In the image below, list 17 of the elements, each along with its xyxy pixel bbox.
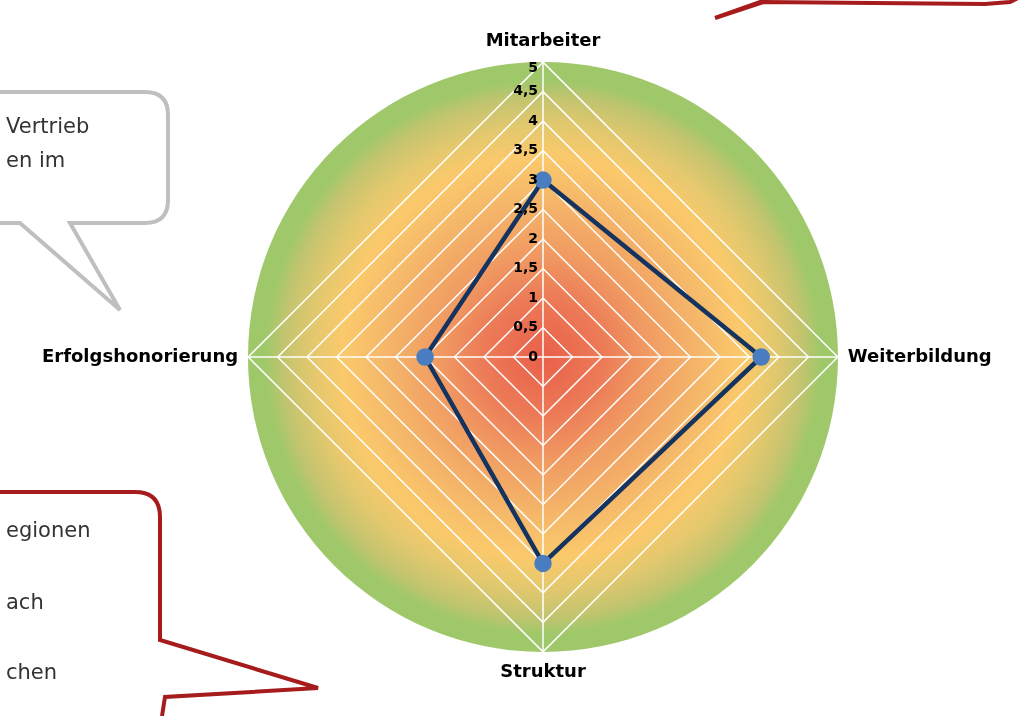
spoke-label: Weiterbildung	[847, 344, 992, 366]
y-tick-label: 1	[528, 288, 538, 305]
y-tick-label: 0,5	[513, 318, 538, 335]
y-tick-label: 5	[528, 58, 538, 75]
spoke-label: Erfolgshonorierung	[41, 344, 239, 366]
y-tick-label: 2	[528, 229, 538, 246]
y-tick-label: 4	[528, 111, 539, 128]
spoke-label: Struktur	[500, 660, 586, 682]
text: en im	[6, 148, 66, 172]
spoke-label: Mitarbeiter	[485, 29, 601, 51]
text: chen	[6, 660, 58, 684]
text: Vertrieb	[6, 114, 90, 138]
y-tick-label: 4,5	[513, 82, 538, 99]
y-tick-label: 1,5	[513, 259, 538, 276]
text: ach	[6, 590, 44, 614]
text: egionen	[6, 518, 91, 542]
y-tick-label: 3,5	[513, 141, 538, 158]
